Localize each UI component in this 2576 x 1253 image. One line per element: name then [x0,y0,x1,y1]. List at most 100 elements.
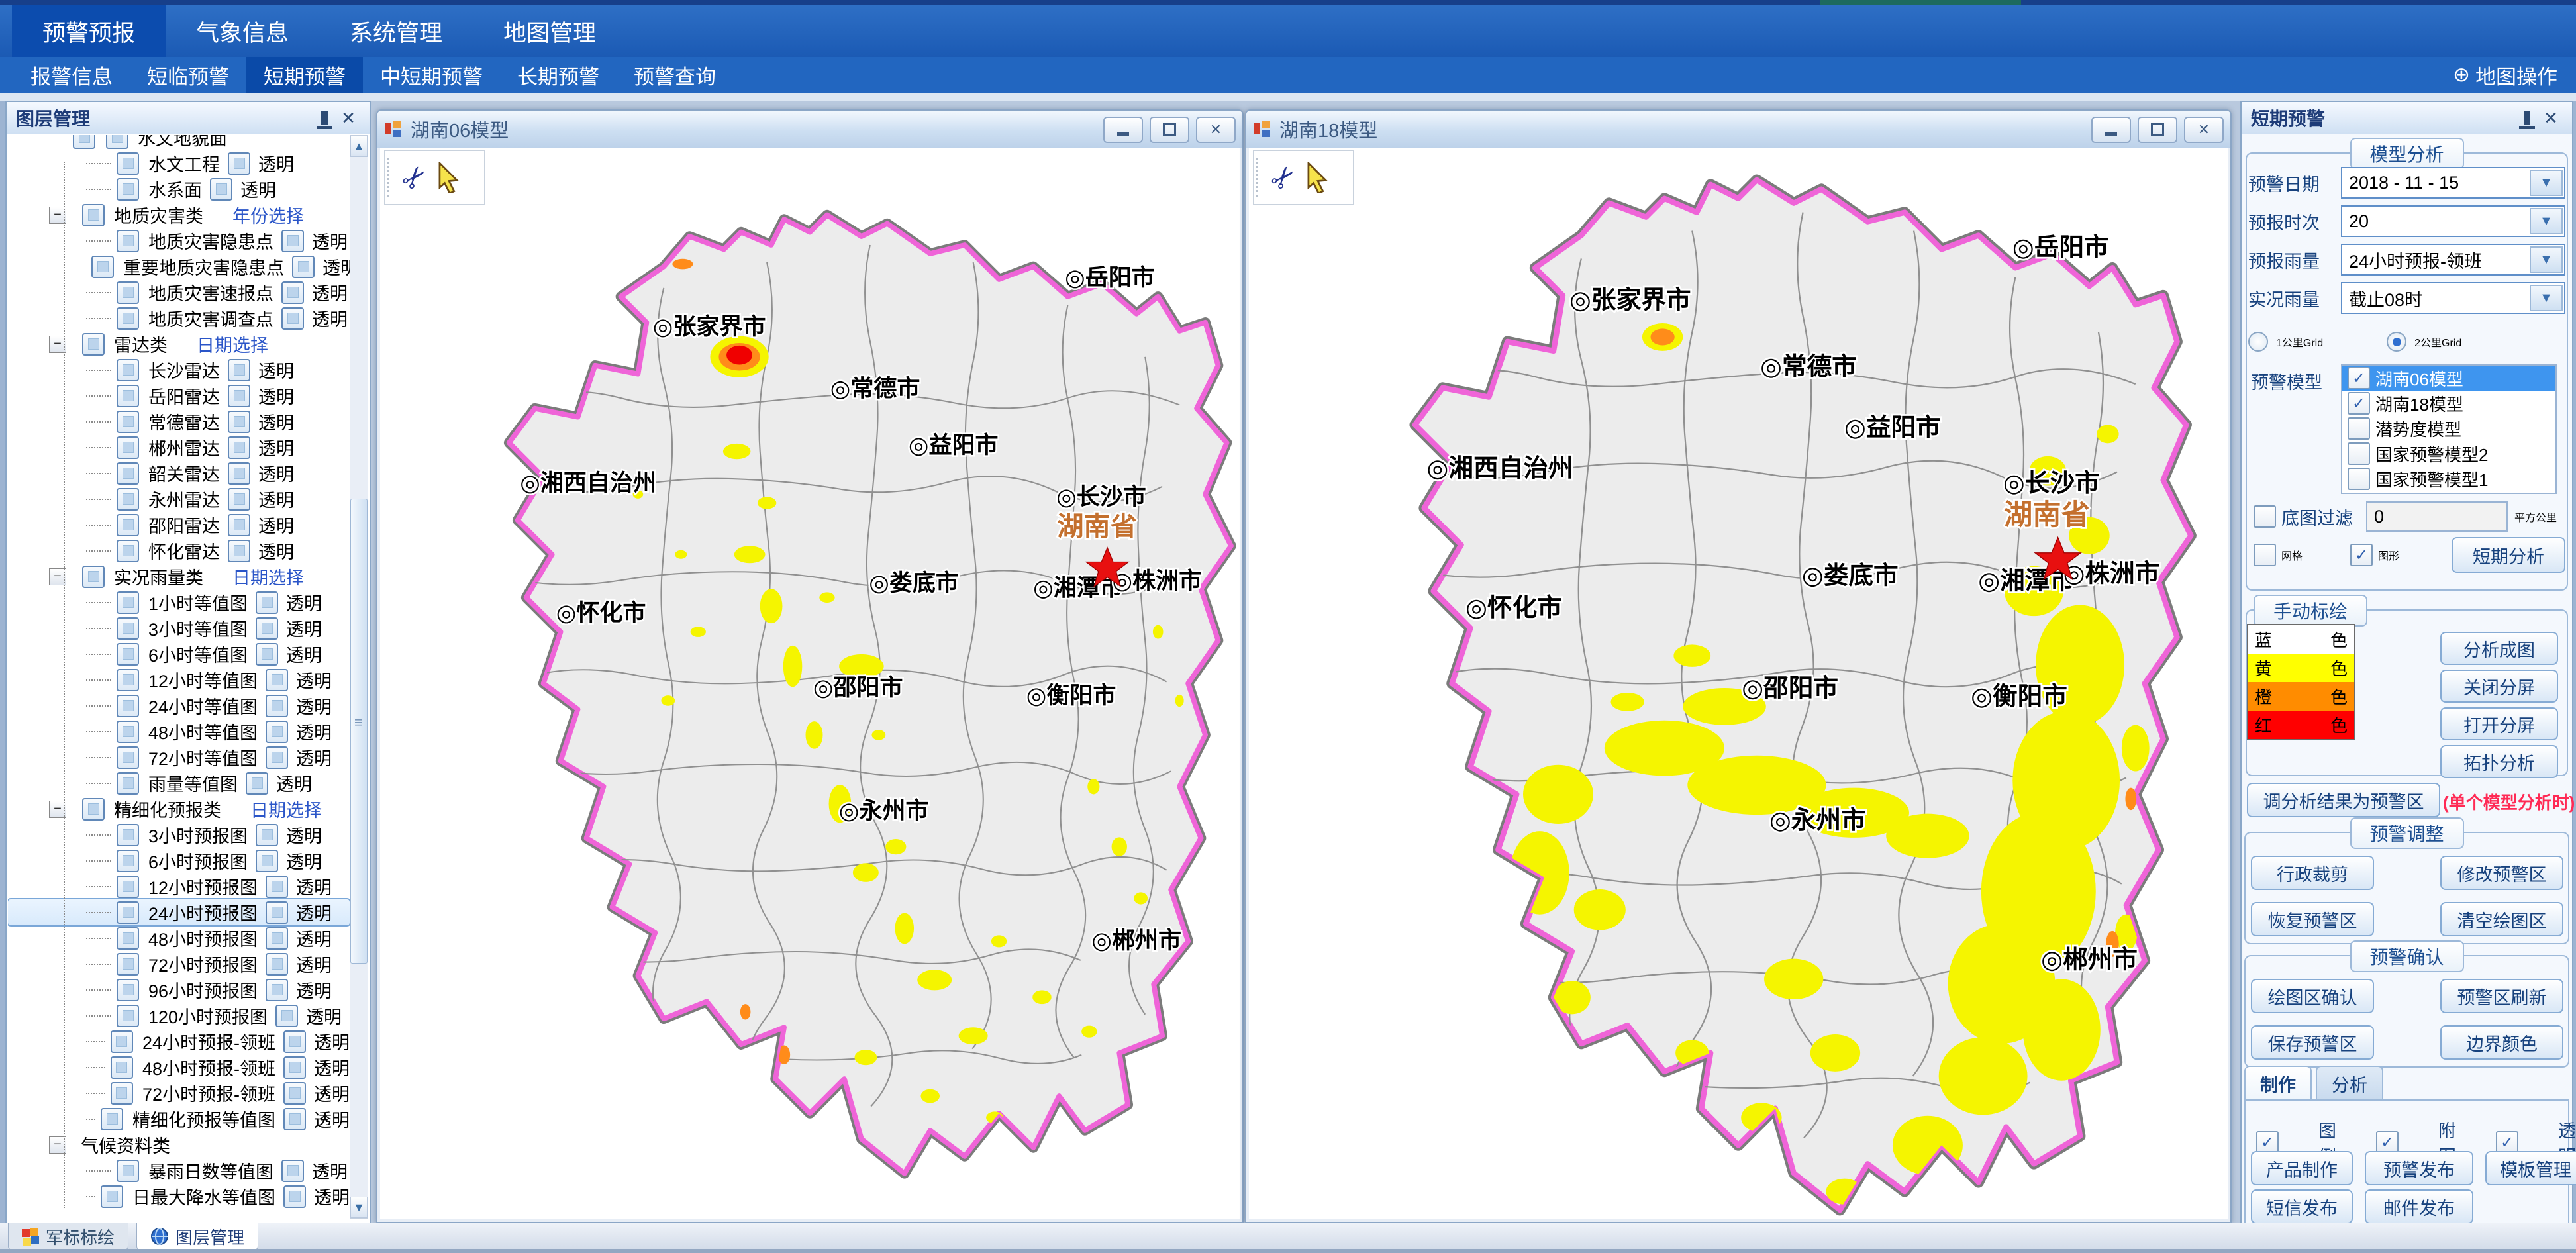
model-checkbox[interactable] [2348,468,2370,490]
button-产品制作[interactable]: 产品制作 [2251,1151,2353,1185]
layer-checkbox[interactable] [281,281,304,304]
button-拓扑分析[interactable]: 拓扑分析 [2440,745,2558,778]
tree-collapse-icon[interactable]: − [49,1136,66,1154]
bottom-tab-军标标绘[interactable]: 军标标绘 [8,1223,129,1250]
layer-row-72小时预报图[interactable]: 72小时预报图 透明 [8,951,350,977]
layer-row-72小时等值图[interactable]: 72小时等值图 透明 [8,744,350,770]
grid-checkbox[interactable] [2254,544,2276,566]
minimize-button[interactable] [2091,117,2131,143]
tree-scrollbar[interactable]: ▲ ▼ [350,135,368,1219]
layer-row-怀化雷达[interactable]: 怀化雷达 透明 [8,538,350,564]
layer-checkbox[interactable] [266,901,289,924]
layer-checkbox[interactable] [256,591,279,614]
layer-row-长沙雷达[interactable]: 长沙雷达 透明 [8,357,350,383]
tree-collapse-icon[interactable]: − [49,206,66,224]
button-清空绘图区[interactable]: 清空绘图区 [2440,902,2563,936]
layer-checkbox[interactable] [110,1081,133,1105]
layer-checkbox[interactable] [117,875,139,898]
layer-checkbox[interactable] [117,152,139,175]
layer-checkbox[interactable] [117,668,139,691]
submenu-item-中短期预警[interactable]: 中短期预警 [380,65,483,89]
layer-checkbox[interactable] [281,229,304,252]
layer-row-邵阳雷达[interactable]: 邵阳雷达 透明 [8,512,350,538]
layer-link-日期选择[interactable]: 日期选择 [250,801,322,821]
scrollbar-thumb[interactable] [350,499,368,964]
area-filter-input[interactable]: 0 [2366,501,2508,532]
pin-icon[interactable] [313,107,336,129]
button-分析成图[interactable]: 分析成图 [2440,632,2558,665]
layer-row-12小时预报图[interactable]: 12小时预报图 透明 [8,874,350,899]
graph-checkbox[interactable]: ✓ [2350,544,2373,566]
model-item-国家预警模型2[interactable]: 国家预警模型2 [2342,441,2555,466]
layer-row-雷达类[interactable]: − 雷达类 日期选择 [8,331,350,357]
layer-checkbox[interactable] [73,135,95,149]
tab-制作[interactable]: 制作 [2244,1066,2312,1101]
layer-row-24小时预报-领班[interactable]: 24小时预报-领班 透明 [8,1028,350,1054]
scroll-up-icon[interactable]: ▲ [350,136,368,157]
layer-checkbox[interactable] [101,1107,123,1130]
layer-checkbox[interactable] [117,901,139,924]
layer-row-48小时预报-领班[interactable]: 48小时预报-领班 透明 [8,1054,350,1080]
layer-checkbox[interactable] [117,694,139,717]
layer-link-日期选择[interactable]: 日期选择 [232,568,304,588]
submenu-item-短临预警[interactable]: 短临预警 [147,65,229,89]
layer-row-岳阳雷达[interactable]: 岳阳雷达 透明 [8,383,350,409]
layer-row-48小时预报图[interactable]: 48小时预报图 透明 [8,925,350,951]
layer-checkbox[interactable] [228,539,250,562]
layer-checkbox[interactable] [117,358,139,381]
submenu-item-报警信息[interactable]: 报警信息 [30,65,113,89]
layer-row-日最大降水等值图[interactable]: 日最大降水等值图 透明 [8,1183,350,1209]
map-operations-button[interactable]: ⊕ 地图操作 [2453,57,2557,93]
layer-checkbox[interactable] [256,617,279,640]
close-icon[interactable]: ✕ [2544,107,2558,128]
layer-row-气候资料类[interactable]: − 气候资料类 [8,1132,350,1158]
model-checkbox[interactable] [2348,417,2370,440]
scissors-icon[interactable]: ✂ [394,158,436,197]
layer-checkbox[interactable] [101,1185,123,1208]
menu-item-地图管理[interactable]: 地图管理 [503,20,597,46]
button-预警发布[interactable]: 预警发布 [2365,1151,2473,1185]
layer-checkbox[interactable] [266,720,289,743]
button-行政裁剪[interactable]: 行政裁剪 [2251,856,2374,890]
layer-checkbox[interactable] [82,797,105,821]
layer-checkbox[interactable] [117,436,139,459]
layer-checkbox[interactable] [228,513,250,536]
tree-collapse-icon[interactable]: − [49,568,66,585]
basemap-filter-checkbox[interactable] [2254,505,2276,528]
layer-checkbox[interactable] [117,229,139,252]
menu-item-气象信息[interactable]: 气象信息 [196,20,289,46]
model-item-湖南06模型[interactable]: ✓ 湖南06模型 [2342,366,2555,391]
layer-checkbox[interactable] [266,952,289,976]
close-button[interactable]: ✕ [2184,117,2224,143]
layer-checkbox[interactable] [110,1056,133,1079]
layer-checkbox[interactable] [117,1004,139,1027]
layer-checkbox[interactable] [275,1004,299,1027]
layer-checkbox[interactable] [117,539,139,562]
layer-checkbox[interactable] [91,255,114,278]
layer-checkbox[interactable] [117,462,139,485]
layer-checkbox[interactable] [283,1107,306,1130]
layer-row-水文工程[interactable]: 水文工程 透明 [8,150,350,176]
toolbar-grip[interactable] [387,158,396,197]
combo-预警日期[interactable]: 2018 - 11 - 15 ▼ [2341,167,2565,199]
layer-row-地质灾害类[interactable]: − 地质灾害类 年份选择 [8,202,350,228]
warning-model-list[interactable]: ✓ 湖南06模型 ✓ 湖南18模型 潜势度模型 国家预警模型2 国家预警模型1 [2341,364,2557,494]
layer-checkbox[interactable] [117,642,139,666]
button-保存预警区[interactable]: 保存预警区 [2251,1025,2374,1060]
layer-checkbox[interactable] [228,436,250,459]
layer-checkbox[interactable] [228,358,250,381]
layer-link-年份选择[interactable]: 年份选择 [232,207,304,226]
layer-checkbox[interactable] [117,823,139,846]
layer-row-48小时等值图[interactable]: 48小时等值图 透明 [8,719,350,744]
layer-checkbox[interactable] [106,135,128,149]
window-titlebar[interactable]: 湖南06模型 [377,111,1242,148]
submenu-item-预警查询[interactable]: 预警查询 [634,65,716,89]
scroll-down-icon[interactable]: ▼ [350,1197,368,1218]
cursor-icon[interactable] [435,162,462,193]
checkbox-图例[interactable]: ✓ [2256,1131,2279,1154]
layer-row-12小时等值图[interactable]: 12小时等值图 透明 [8,667,350,693]
layer-checkbox[interactable] [246,772,268,795]
layer-checkbox[interactable] [117,1159,139,1182]
layer-row-精细化预报类[interactable]: − 精细化预报类 日期选择 [8,796,350,822]
layer-row-3小时等值图[interactable]: 3小时等值图 透明 [8,615,350,641]
